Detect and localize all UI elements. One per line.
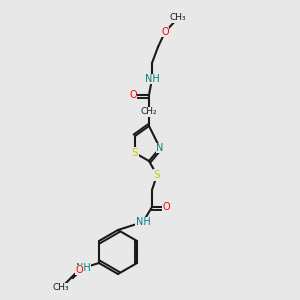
Text: O: O: [162, 202, 170, 212]
Text: N: N: [156, 143, 164, 153]
Text: NH: NH: [145, 74, 159, 84]
Text: CH₃: CH₃: [52, 284, 69, 292]
Text: CH₃: CH₃: [170, 14, 186, 22]
Text: S: S: [132, 148, 138, 158]
Text: NH: NH: [76, 263, 90, 273]
Text: O: O: [161, 27, 169, 37]
Text: O: O: [129, 90, 137, 100]
Text: CH₂: CH₂: [141, 107, 157, 116]
Text: S: S: [154, 170, 160, 180]
Text: NH: NH: [136, 217, 150, 227]
Text: O: O: [75, 265, 83, 275]
